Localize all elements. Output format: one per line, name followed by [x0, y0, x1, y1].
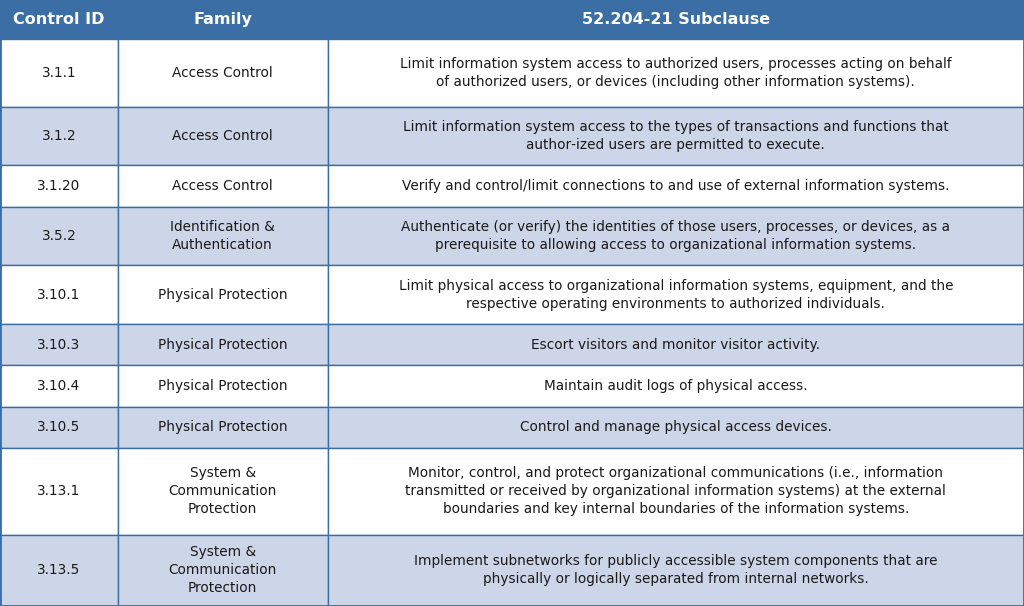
Text: System &
Communication
Protection: System & Communication Protection	[169, 467, 276, 516]
Text: Control ID: Control ID	[13, 12, 104, 27]
FancyBboxPatch shape	[118, 534, 328, 606]
FancyBboxPatch shape	[328, 448, 1024, 534]
Text: Authenticate (or verify) the identities of those users, processes, or devices, a: Authenticate (or verify) the identities …	[401, 220, 950, 252]
Text: Physical Protection: Physical Protection	[158, 421, 288, 435]
FancyBboxPatch shape	[0, 534, 118, 606]
Text: 3.10.5: 3.10.5	[37, 421, 81, 435]
FancyBboxPatch shape	[328, 107, 1024, 165]
Text: System &
Communication
Protection: System & Communication Protection	[169, 545, 276, 595]
FancyBboxPatch shape	[0, 365, 118, 407]
FancyBboxPatch shape	[0, 448, 118, 534]
Text: Access Control: Access Control	[172, 179, 273, 193]
FancyBboxPatch shape	[328, 207, 1024, 265]
Text: 3.1.2: 3.1.2	[42, 129, 76, 143]
Text: 3.13.5: 3.13.5	[37, 564, 81, 578]
FancyBboxPatch shape	[328, 365, 1024, 407]
FancyBboxPatch shape	[0, 0, 118, 39]
FancyBboxPatch shape	[328, 534, 1024, 606]
FancyBboxPatch shape	[328, 324, 1024, 365]
FancyBboxPatch shape	[118, 207, 328, 265]
FancyBboxPatch shape	[0, 407, 118, 448]
Text: Escort visitors and monitor visitor activity.: Escort visitors and monitor visitor acti…	[531, 338, 820, 351]
FancyBboxPatch shape	[118, 365, 328, 407]
FancyBboxPatch shape	[328, 0, 1024, 39]
FancyBboxPatch shape	[118, 448, 328, 534]
FancyBboxPatch shape	[328, 39, 1024, 107]
Text: Implement subnetworks for publicly accessible system components that are
physica: Implement subnetworks for publicly acces…	[414, 554, 938, 586]
Text: Limit physical access to organizational information systems, equipment, and the
: Limit physical access to organizational …	[398, 279, 953, 311]
FancyBboxPatch shape	[0, 165, 118, 207]
FancyBboxPatch shape	[0, 39, 118, 107]
Text: Family: Family	[194, 12, 252, 27]
Text: Limit information system access to the types of transactions and functions that
: Limit information system access to the t…	[403, 120, 948, 152]
Text: 3.1.20: 3.1.20	[37, 179, 81, 193]
Text: Verify and control/limit connections to and use of external information systems.: Verify and control/limit connections to …	[402, 179, 949, 193]
Text: 3.10.1: 3.10.1	[37, 288, 81, 302]
FancyBboxPatch shape	[118, 324, 328, 365]
FancyBboxPatch shape	[328, 165, 1024, 207]
Text: 3.1.1: 3.1.1	[42, 66, 76, 80]
FancyBboxPatch shape	[0, 207, 118, 265]
FancyBboxPatch shape	[118, 165, 328, 207]
Text: Monitor, control, and protect organizational communications (i.e., information
t: Monitor, control, and protect organizati…	[406, 467, 946, 516]
FancyBboxPatch shape	[328, 407, 1024, 448]
FancyBboxPatch shape	[118, 0, 328, 39]
FancyBboxPatch shape	[0, 324, 118, 365]
FancyBboxPatch shape	[0, 107, 118, 165]
Text: 3.13.1: 3.13.1	[37, 484, 81, 498]
Text: Control and manage physical access devices.: Control and manage physical access devic…	[520, 421, 831, 435]
FancyBboxPatch shape	[118, 39, 328, 107]
Text: Identification &
Authentication: Identification & Authentication	[170, 220, 275, 252]
FancyBboxPatch shape	[328, 265, 1024, 324]
FancyBboxPatch shape	[0, 265, 118, 324]
Text: Limit information system access to authorized users, processes acting on behalf
: Limit information system access to autho…	[400, 57, 951, 89]
Text: 3.10.3: 3.10.3	[37, 338, 81, 351]
FancyBboxPatch shape	[118, 265, 328, 324]
FancyBboxPatch shape	[118, 407, 328, 448]
Text: 3.5.2: 3.5.2	[42, 229, 76, 243]
Text: Access Control: Access Control	[172, 66, 273, 80]
Text: Physical Protection: Physical Protection	[158, 379, 288, 393]
Text: 3.10.4: 3.10.4	[37, 379, 81, 393]
Text: Access Control: Access Control	[172, 129, 273, 143]
Text: Maintain audit logs of physical access.: Maintain audit logs of physical access.	[544, 379, 808, 393]
FancyBboxPatch shape	[118, 107, 328, 165]
Text: Physical Protection: Physical Protection	[158, 288, 288, 302]
Text: 52.204-21 Subclause: 52.204-21 Subclause	[582, 12, 770, 27]
Text: Physical Protection: Physical Protection	[158, 338, 288, 351]
